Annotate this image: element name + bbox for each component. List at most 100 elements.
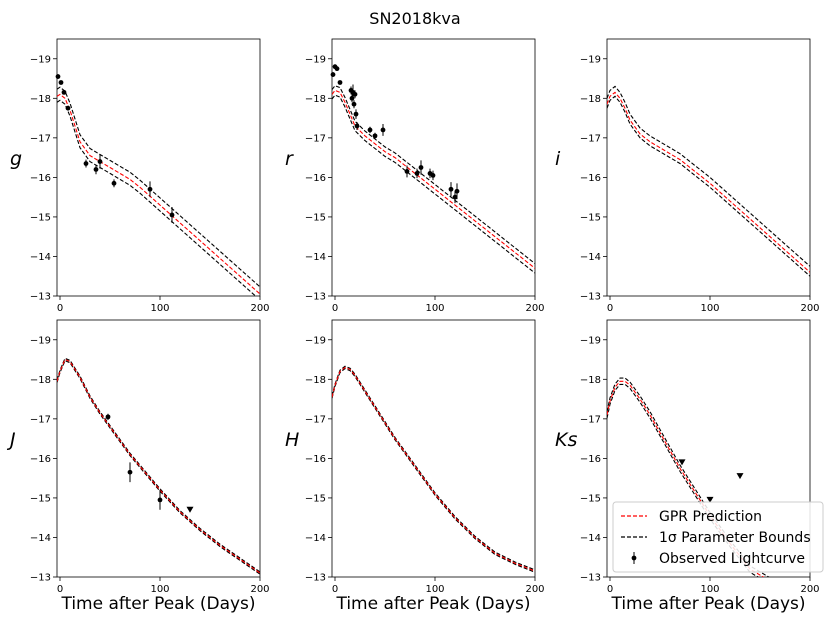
band-label-Ks: Ks (555, 429, 577, 451)
gpr-prediction-line (57, 93, 260, 295)
observed-point (58, 80, 64, 85)
observed-point (448, 186, 454, 192)
y-tick-label: −18 (305, 375, 326, 386)
model-curves (607, 377, 770, 577)
observed-point (351, 101, 357, 107)
y-tick-label: −15 (305, 212, 326, 223)
gpr-prediction-line (607, 91, 810, 273)
x-tick-label: 100 (150, 303, 169, 314)
model-curves (607, 85, 810, 277)
x-tick-label: 200 (250, 584, 269, 595)
x-tick-label: 100 (425, 303, 444, 314)
x-tick-label: 200 (525, 584, 544, 595)
observed-point (61, 89, 67, 95)
upper-bound-line (607, 383, 760, 577)
observed-point (127, 469, 133, 475)
y-tick-label: −13 (305, 292, 326, 303)
y-tick-label: −19 (580, 54, 601, 65)
y-tick-label: −13 (30, 573, 51, 584)
panel-frame (606, 38, 811, 297)
model-curves (57, 357, 260, 575)
y-tick-label: −16 (580, 173, 601, 184)
x-tick-label: 0 (607, 303, 613, 314)
legend-swatch-marker (631, 555, 637, 561)
y-tick-label: −13 (580, 573, 601, 584)
legend-label: Observed Lightcurve (659, 551, 805, 567)
band-label-g: g (10, 148, 22, 170)
band-label-J: J (6, 429, 16, 451)
y-tick-label: −13 (580, 292, 601, 303)
observed-point (65, 105, 71, 111)
y-tick-label: −19 (305, 335, 326, 346)
y-tick-label: −17 (305, 414, 326, 425)
upper-bound-line (332, 94, 535, 274)
observed-point (380, 127, 386, 133)
upper-limit-marker (736, 473, 744, 480)
y-tick-label: −17 (30, 414, 51, 425)
y-tick-label: −16 (30, 173, 51, 184)
panel-r: −19 −18 −17 −16 −15 −14 −13 0 100 200 r (285, 38, 545, 314)
panel-J: −19 −18 −17 −16 −15 −14 −13 0 100 200 J Time after … (6, 319, 270, 614)
y-tick-label: −14 (30, 252, 51, 263)
observed-point (169, 212, 175, 218)
band-label-r: r (285, 148, 294, 170)
y-tick-label: −15 (30, 493, 51, 504)
y-tick-label: −16 (305, 454, 326, 465)
panel-frame (331, 38, 536, 297)
model-curves (332, 365, 535, 573)
gpr-prediction-line (57, 358, 260, 574)
lower-bound-line (57, 86, 260, 288)
observed-point (418, 165, 424, 170)
x-tick-label: 200 (525, 303, 544, 314)
observed-point (354, 123, 360, 129)
observed-point (454, 188, 460, 194)
x-tick-label: 100 (700, 303, 719, 314)
x-tick-label: 0 (57, 303, 63, 314)
upper-bound-line (607, 95, 810, 277)
x-tick-label: 100 (425, 584, 444, 595)
observed-point (349, 95, 355, 101)
observed-point (157, 497, 163, 503)
x-axis-label: Time after Peak (Days) (335, 594, 530, 614)
y-tick-label: −14 (305, 533, 326, 544)
observed-point (352, 91, 358, 97)
upper-bound-line (57, 99, 257, 296)
x-tick-label: 100 (150, 584, 169, 595)
lower-bound-line (332, 365, 535, 571)
y-tick-label: −19 (30, 335, 51, 346)
y-tick-label: −18 (30, 375, 51, 386)
legend-label: 1σ Parameter Bounds (659, 530, 811, 546)
lower-bound-line (332, 85, 535, 265)
y-tick-label: −15 (30, 212, 51, 223)
y-tick-label: −17 (305, 133, 326, 144)
y-tick-label: −15 (305, 493, 326, 504)
y-tick-label: −13 (30, 292, 51, 303)
panel-i: −19 −18 −17 −16 −15 −14 −13 0 100 200 i (555, 38, 820, 314)
x-tick-label: 200 (800, 584, 819, 595)
y-tick-label: −19 (305, 54, 326, 65)
observed-point (55, 74, 61, 79)
legend: GPR Prediction 1σ Parameter Bounds Observe… (612, 501, 824, 573)
x-axis-label: Time after Peak (Days) (60, 594, 255, 614)
y-tick-label: −14 (305, 252, 326, 263)
model-curves (332, 85, 535, 274)
lower-bound-line (607, 85, 810, 267)
observed-point (430, 173, 436, 178)
x-axis-label: Time after Peak (Days) (610, 594, 805, 614)
y-tick-label: −17 (580, 414, 601, 425)
figure-title: SN2018kva (369, 9, 460, 28)
lower-bound-line (57, 357, 260, 573)
observed-point (111, 180, 117, 186)
observed-point (353, 111, 359, 117)
y-tick-label: −17 (580, 133, 601, 144)
panel-frame (606, 319, 811, 578)
y-tick-label: −16 (30, 454, 51, 465)
y-tick-label: −15 (580, 212, 601, 223)
y-tick-label: −16 (580, 454, 601, 465)
observed-point (83, 161, 89, 166)
panel-g: −19 −18 −17 −16 −15 −14 −13 0 100 200 g (10, 38, 270, 314)
observed-point (372, 133, 378, 139)
x-tick-label: 200 (800, 303, 819, 314)
gpr-prediction-line (332, 366, 535, 572)
